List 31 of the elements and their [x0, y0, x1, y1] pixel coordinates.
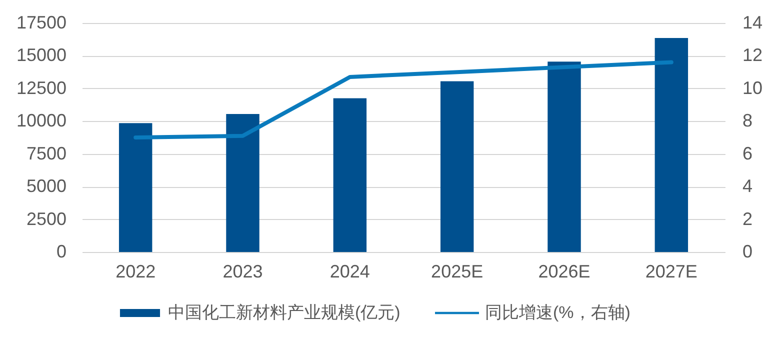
bar: [226, 114, 260, 252]
y2-tick-label: 6: [742, 143, 753, 164]
y-tick-label: 15000: [16, 45, 66, 66]
y2-tick-label: 8: [742, 110, 753, 131]
legend-label: 同比增速(%，右轴): [485, 303, 630, 322]
x-tick-label: 2025E: [431, 262, 484, 282]
bar: [118, 123, 152, 252]
y2-tick-label: 10: [742, 78, 763, 98]
y2-tick-label: 0: [742, 242, 753, 262]
x-tick-label: 2027E: [645, 262, 698, 282]
y2-tick-label: 12: [742, 45, 763, 66]
bar: [333, 98, 367, 252]
y-tick-label: 7500: [26, 143, 66, 164]
y-tick-label: 0: [56, 242, 66, 262]
y-tick-label: 2500: [26, 208, 66, 229]
legend-label: 中国化工新材料产业规模(亿元): [168, 303, 400, 322]
y2-tick-label: 4: [742, 176, 753, 196]
y2-tick-label: 2: [742, 208, 753, 229]
y-tick-label: 12500: [16, 78, 66, 98]
x-tick-label: 2026E: [538, 262, 590, 282]
y-tick-label: 10000: [16, 110, 66, 131]
y-tick-label: 5000: [26, 176, 66, 196]
line-series: [134, 60, 674, 140]
bar: [548, 62, 581, 252]
x-tick-label: 2024: [330, 262, 370, 282]
y-tick-label: 17500: [16, 12, 66, 32]
bar: [440, 81, 474, 252]
x-tick-label: 2022: [116, 262, 156, 282]
y2-tick-label: 14: [742, 12, 763, 32]
x-tick-label: 2023: [222, 262, 263, 282]
bar: [654, 38, 688, 252]
